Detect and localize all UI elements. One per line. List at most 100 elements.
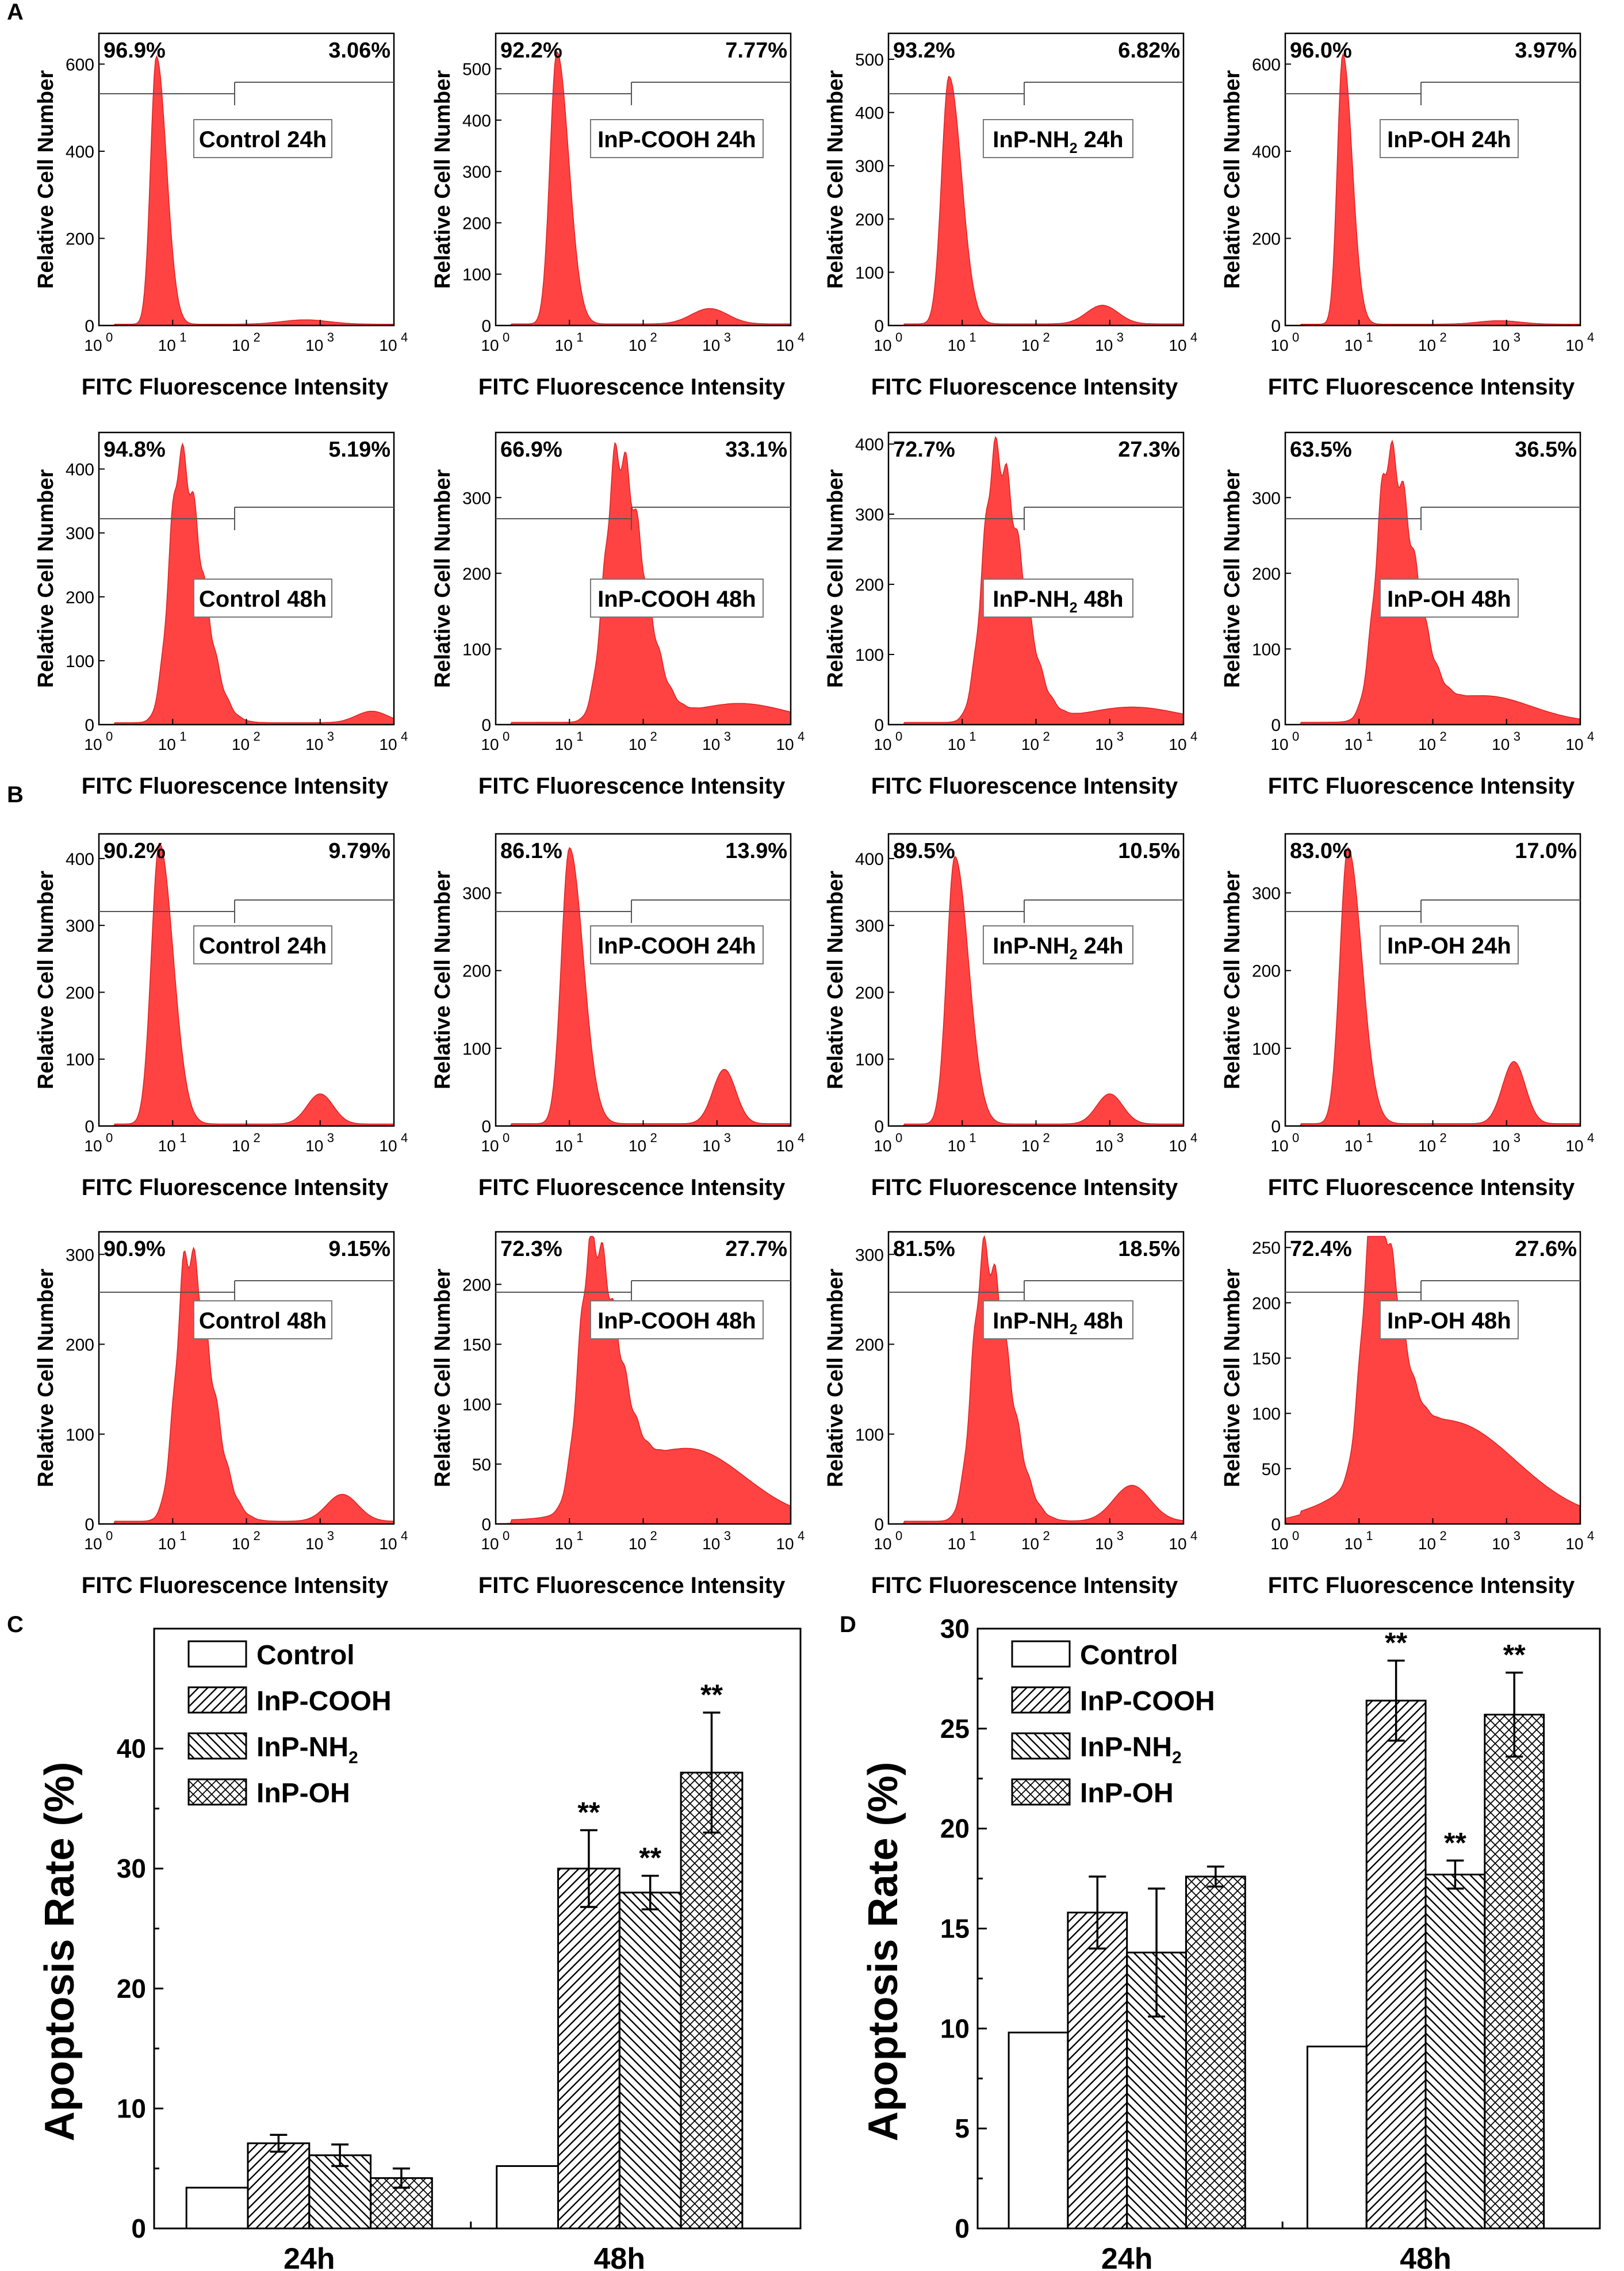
histogram-distribution [1285, 439, 1581, 725]
x-tick-exponent: 2 [254, 1529, 261, 1543]
x-tick-exponent: 3 [724, 1529, 731, 1543]
x-tick-base: 10 [158, 336, 176, 354]
x-tick-exponent: 2 [1440, 330, 1447, 344]
bar-inp-nh2 [1424, 1874, 1486, 2230]
y-tick-label: 100 [462, 1040, 491, 1059]
y-tick-label: 200 [462, 565, 491, 584]
x-tick-base: 10 [776, 1137, 794, 1155]
y-axis-title: Relative Cell Number [1220, 1269, 1244, 1487]
sample-label: Control 48h [199, 587, 327, 612]
right-percentage: 10.5% [1118, 839, 1180, 863]
x-tick-base: 10 [305, 1535, 323, 1553]
y-axis-title: Relative Cell Number [34, 70, 58, 289]
y-tick-label: 300 [66, 1246, 94, 1265]
x-tick-base: 10 [629, 736, 646, 753]
bar-y-tick-label: 15 [940, 1914, 970, 1944]
y-tick-label: 200 [462, 1276, 491, 1295]
x-tick-base: 10 [1095, 1535, 1113, 1553]
bar-y-tick-label: 0 [955, 2213, 970, 2243]
y-axis-title: Relative Cell Number [34, 871, 58, 1089]
x-tick-exponent: 1 [576, 729, 583, 744]
sample-label-box [1379, 1300, 1519, 1339]
bar-inp-cooh [247, 2142, 311, 2230]
x-tick-base: 10 [1169, 1535, 1186, 1553]
x-tick-exponent: 3 [1514, 330, 1520, 344]
left-percentage: 89.5% [893, 839, 955, 863]
legend-label: InP-OH [256, 1778, 350, 1809]
x-tick-base: 10 [555, 736, 573, 753]
x-tick-base: 10 [84, 336, 102, 354]
y-tick-label: 200 [462, 214, 491, 233]
x-tick-exponent: 4 [798, 729, 805, 744]
y-axis-title: Relative Cell Number [1220, 469, 1244, 688]
y-tick-label: 0 [874, 1515, 884, 1534]
y-tick-label: 200 [855, 983, 884, 1002]
bar-y-tick-label: 10 [117, 2093, 146, 2123]
left-percentage: 72.4% [1290, 1237, 1352, 1261]
x-tick-exponent: 4 [401, 330, 408, 344]
y-tick-label: 0 [1271, 317, 1281, 336]
bar-chart-c: 0 10 20 30 40 Apoptosis Rate (%) 24h 48h ** ** ** C… [37, 1627, 802, 2271]
sample-label-sub: 2 [1070, 140, 1078, 156]
x-tick-exponent: 4 [1190, 1131, 1197, 1145]
x-tick-exponent: 2 [254, 330, 261, 344]
x-tick-base: 10 [1169, 1137, 1186, 1155]
x-tick-base: 10 [1095, 736, 1113, 753]
x-axis-title: FITC Fluorescence Intensity [871, 1175, 1178, 1200]
y-tick-label: 300 [855, 505, 884, 524]
right-percentage: 27.6% [1515, 1237, 1577, 1261]
sample-label: InP-OH 24h [1387, 933, 1511, 959]
plot-frame [495, 833, 792, 1127]
left-percentage: 83.0% [1290, 839, 1352, 863]
y-axis-title: Relative Cell Number [824, 1269, 848, 1487]
x-tick-exponent: 2 [254, 729, 261, 744]
x-tick-base: 10 [84, 1535, 102, 1553]
left-percentage: 90.2% [104, 839, 166, 863]
x-axis-title: FITC Fluorescence Intensity [871, 773, 1178, 799]
y-tick-label: 100 [462, 640, 491, 659]
histogram-distribution [888, 856, 1184, 1127]
histogram-distribution [495, 1236, 791, 1525]
y-tick-label: 300 [66, 917, 94, 936]
left-percentage: 63.5% [1290, 438, 1352, 462]
x-tick-exponent: 0 [503, 1529, 510, 1543]
x-tick-base: 10 [379, 1535, 397, 1553]
x-tick-exponent: 4 [401, 729, 408, 744]
x-tick-exponent: 3 [1117, 1131, 1124, 1145]
x-tick-exponent: 2 [1043, 1131, 1050, 1145]
y-tick-label: 400 [855, 104, 884, 123]
x-tick-base: 10 [1270, 736, 1288, 753]
x-tick-base: 10 [232, 736, 250, 753]
sample-label: InP-NH2 48h [993, 1308, 1123, 1338]
bar-category-label: 24h [1101, 2242, 1153, 2271]
x-tick-base: 10 [702, 336, 720, 354]
sample-label-box [589, 925, 764, 964]
y-tick-label: 0 [85, 716, 94, 735]
x-tick-base: 10 [84, 736, 102, 753]
sample-label-box [982, 925, 1133, 964]
x-tick-base: 10 [379, 1137, 397, 1155]
x-tick-exponent: 1 [1366, 729, 1373, 744]
y-tick-label: 400 [66, 143, 94, 162]
y-tick-label: 200 [1252, 1294, 1281, 1313]
x-tick-exponent: 0 [1292, 1529, 1299, 1543]
x-tick-base: 10 [874, 1535, 891, 1553]
left-percentage: 96.9% [104, 39, 166, 63]
right-percentage: 3.97% [1515, 39, 1577, 63]
bar-y-tick-label: 25 [940, 1714, 970, 1744]
left-percentage: 92.2% [500, 39, 562, 63]
x-tick-exponent: 2 [1440, 1131, 1447, 1145]
x-tick-exponent: 1 [179, 1529, 186, 1543]
x-tick-base: 10 [702, 1535, 720, 1553]
x-tick-base: 10 [379, 336, 397, 354]
y-tick-label: 100 [462, 1396, 491, 1415]
y-tick-label: 100 [855, 263, 884, 282]
right-percentage: 33.1% [725, 438, 787, 462]
plot-frame [495, 32, 792, 327]
y-tick-label: 200 [66, 229, 94, 248]
